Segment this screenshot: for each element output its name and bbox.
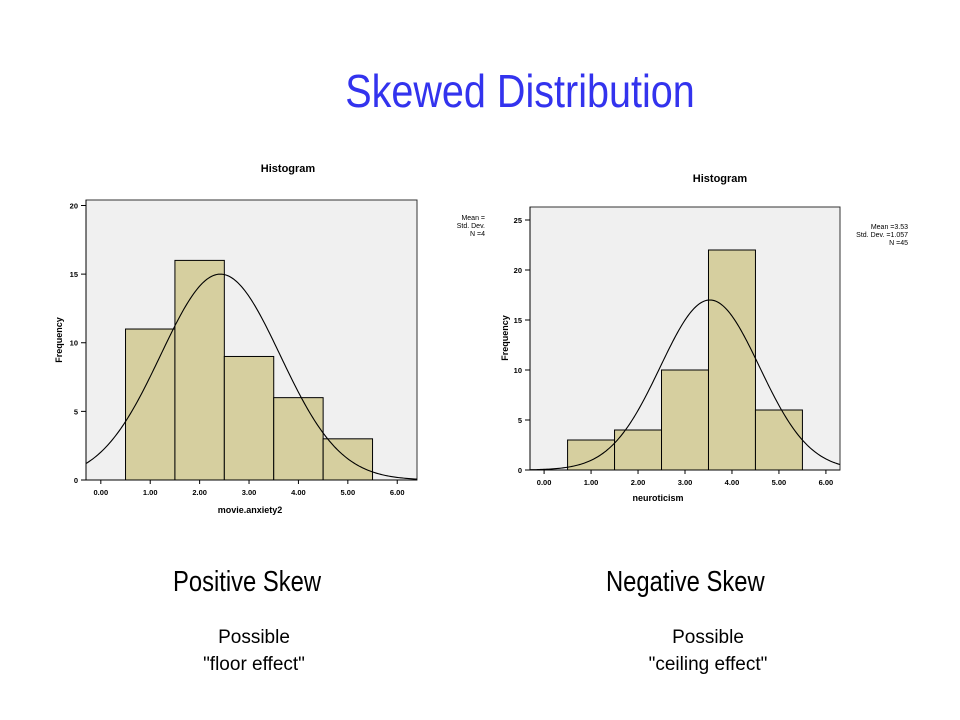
histogram-positive-skew: Histogram 0.00 1.00 2.00 3.00 4.00 5.00 6.00 0 5 1… xyxy=(40,150,485,530)
y-tick-label: 0 xyxy=(74,476,78,485)
y-tick-label: 5 xyxy=(74,407,78,416)
histogram-chart-left: Histogram 0.00 1.00 2.00 3.00 4.00 5.00 6.00 0 5 1… xyxy=(54,163,485,515)
x-axis-label: neuroticism xyxy=(632,493,683,503)
x-tick-label: 4.00 xyxy=(725,478,740,487)
y-tick-label: 5 xyxy=(518,416,522,425)
normal-curve xyxy=(529,299,841,471)
stats-line: N =4 xyxy=(470,231,485,238)
floor-effect-line1: Possible xyxy=(218,627,290,648)
y-tick-label: 20 xyxy=(514,266,522,275)
histogram-bar xyxy=(614,429,663,471)
y-tick-label: 10 xyxy=(70,339,78,348)
y-tick-label: 25 xyxy=(514,216,522,225)
y-tick-label: 15 xyxy=(514,316,522,325)
y-axis-label: Frequency xyxy=(500,315,510,361)
ceiling-effect-line2: "ceiling effect" xyxy=(648,654,768,675)
histogram-bar xyxy=(273,397,324,481)
x-tick-label: 6.00 xyxy=(390,488,405,497)
floor-effect-note: Possible "floor effect" xyxy=(154,624,354,678)
ceiling-effect-line1: Possible xyxy=(672,627,744,648)
x-tick-label: 0.00 xyxy=(94,488,109,497)
x-tick-label: 2.00 xyxy=(192,488,207,497)
ceiling-effect-note: Possible "ceiling effect" xyxy=(608,624,808,678)
chart-title: Histogram xyxy=(693,173,748,185)
slide-title: Skewed Distribution xyxy=(345,65,695,117)
stats-line: Std. Dev. =1.057 xyxy=(856,232,908,239)
histogram-bar xyxy=(661,369,709,471)
floor-effect-line2: "floor effect" xyxy=(203,654,305,675)
y-tick-label: 0 xyxy=(518,466,522,475)
negative-skew-caption: Negative Skew xyxy=(606,566,765,598)
stats-line: Mean = xyxy=(461,215,485,222)
stats-line: Mean =3.53 xyxy=(871,224,908,231)
normal-curve xyxy=(85,273,418,480)
x-tick-label: 6.00 xyxy=(819,478,834,487)
x-tick-label: 0.00 xyxy=(537,478,552,487)
y-axis-label: Frequency xyxy=(54,317,64,363)
x-tick-label: 1.00 xyxy=(143,488,158,497)
y-tick-label: 15 xyxy=(70,270,78,279)
stats-line: N =45 xyxy=(889,240,908,247)
positive-skew-caption: Positive Skew xyxy=(173,566,322,598)
y-tick-label: 10 xyxy=(514,366,522,375)
x-tick-label: 3.00 xyxy=(242,488,257,497)
histogram-bar xyxy=(707,249,756,471)
stats-line: Std. Dev. xyxy=(457,223,485,230)
x-tick-label: 4.00 xyxy=(291,488,306,497)
chart-title: Histogram xyxy=(261,163,316,175)
histogram-bar xyxy=(223,355,275,481)
x-tick-label: 3.00 xyxy=(678,478,693,487)
x-tick-label: 5.00 xyxy=(772,478,787,487)
histogram-bar xyxy=(174,259,225,481)
histogram-bar xyxy=(125,328,176,481)
histogram-bar xyxy=(754,409,803,471)
x-tick-label: 5.00 xyxy=(341,488,356,497)
x-tick-label: 2.00 xyxy=(631,478,646,487)
x-axis-label: movie.anxiety2 xyxy=(218,505,283,515)
histogram-chart-right: Histogram 0.00 1.00 2.00 3.00 4.00 5.00 6.00 0 5 1… xyxy=(500,173,908,503)
histogram-bar xyxy=(567,439,616,471)
histogram-negative-skew: Histogram 0.00 1.00 2.00 3.00 4.00 5.00 6.00 0 5 1… xyxy=(488,160,920,520)
y-tick-label: 20 xyxy=(70,201,78,210)
x-tick-label: 1.00 xyxy=(584,478,599,487)
